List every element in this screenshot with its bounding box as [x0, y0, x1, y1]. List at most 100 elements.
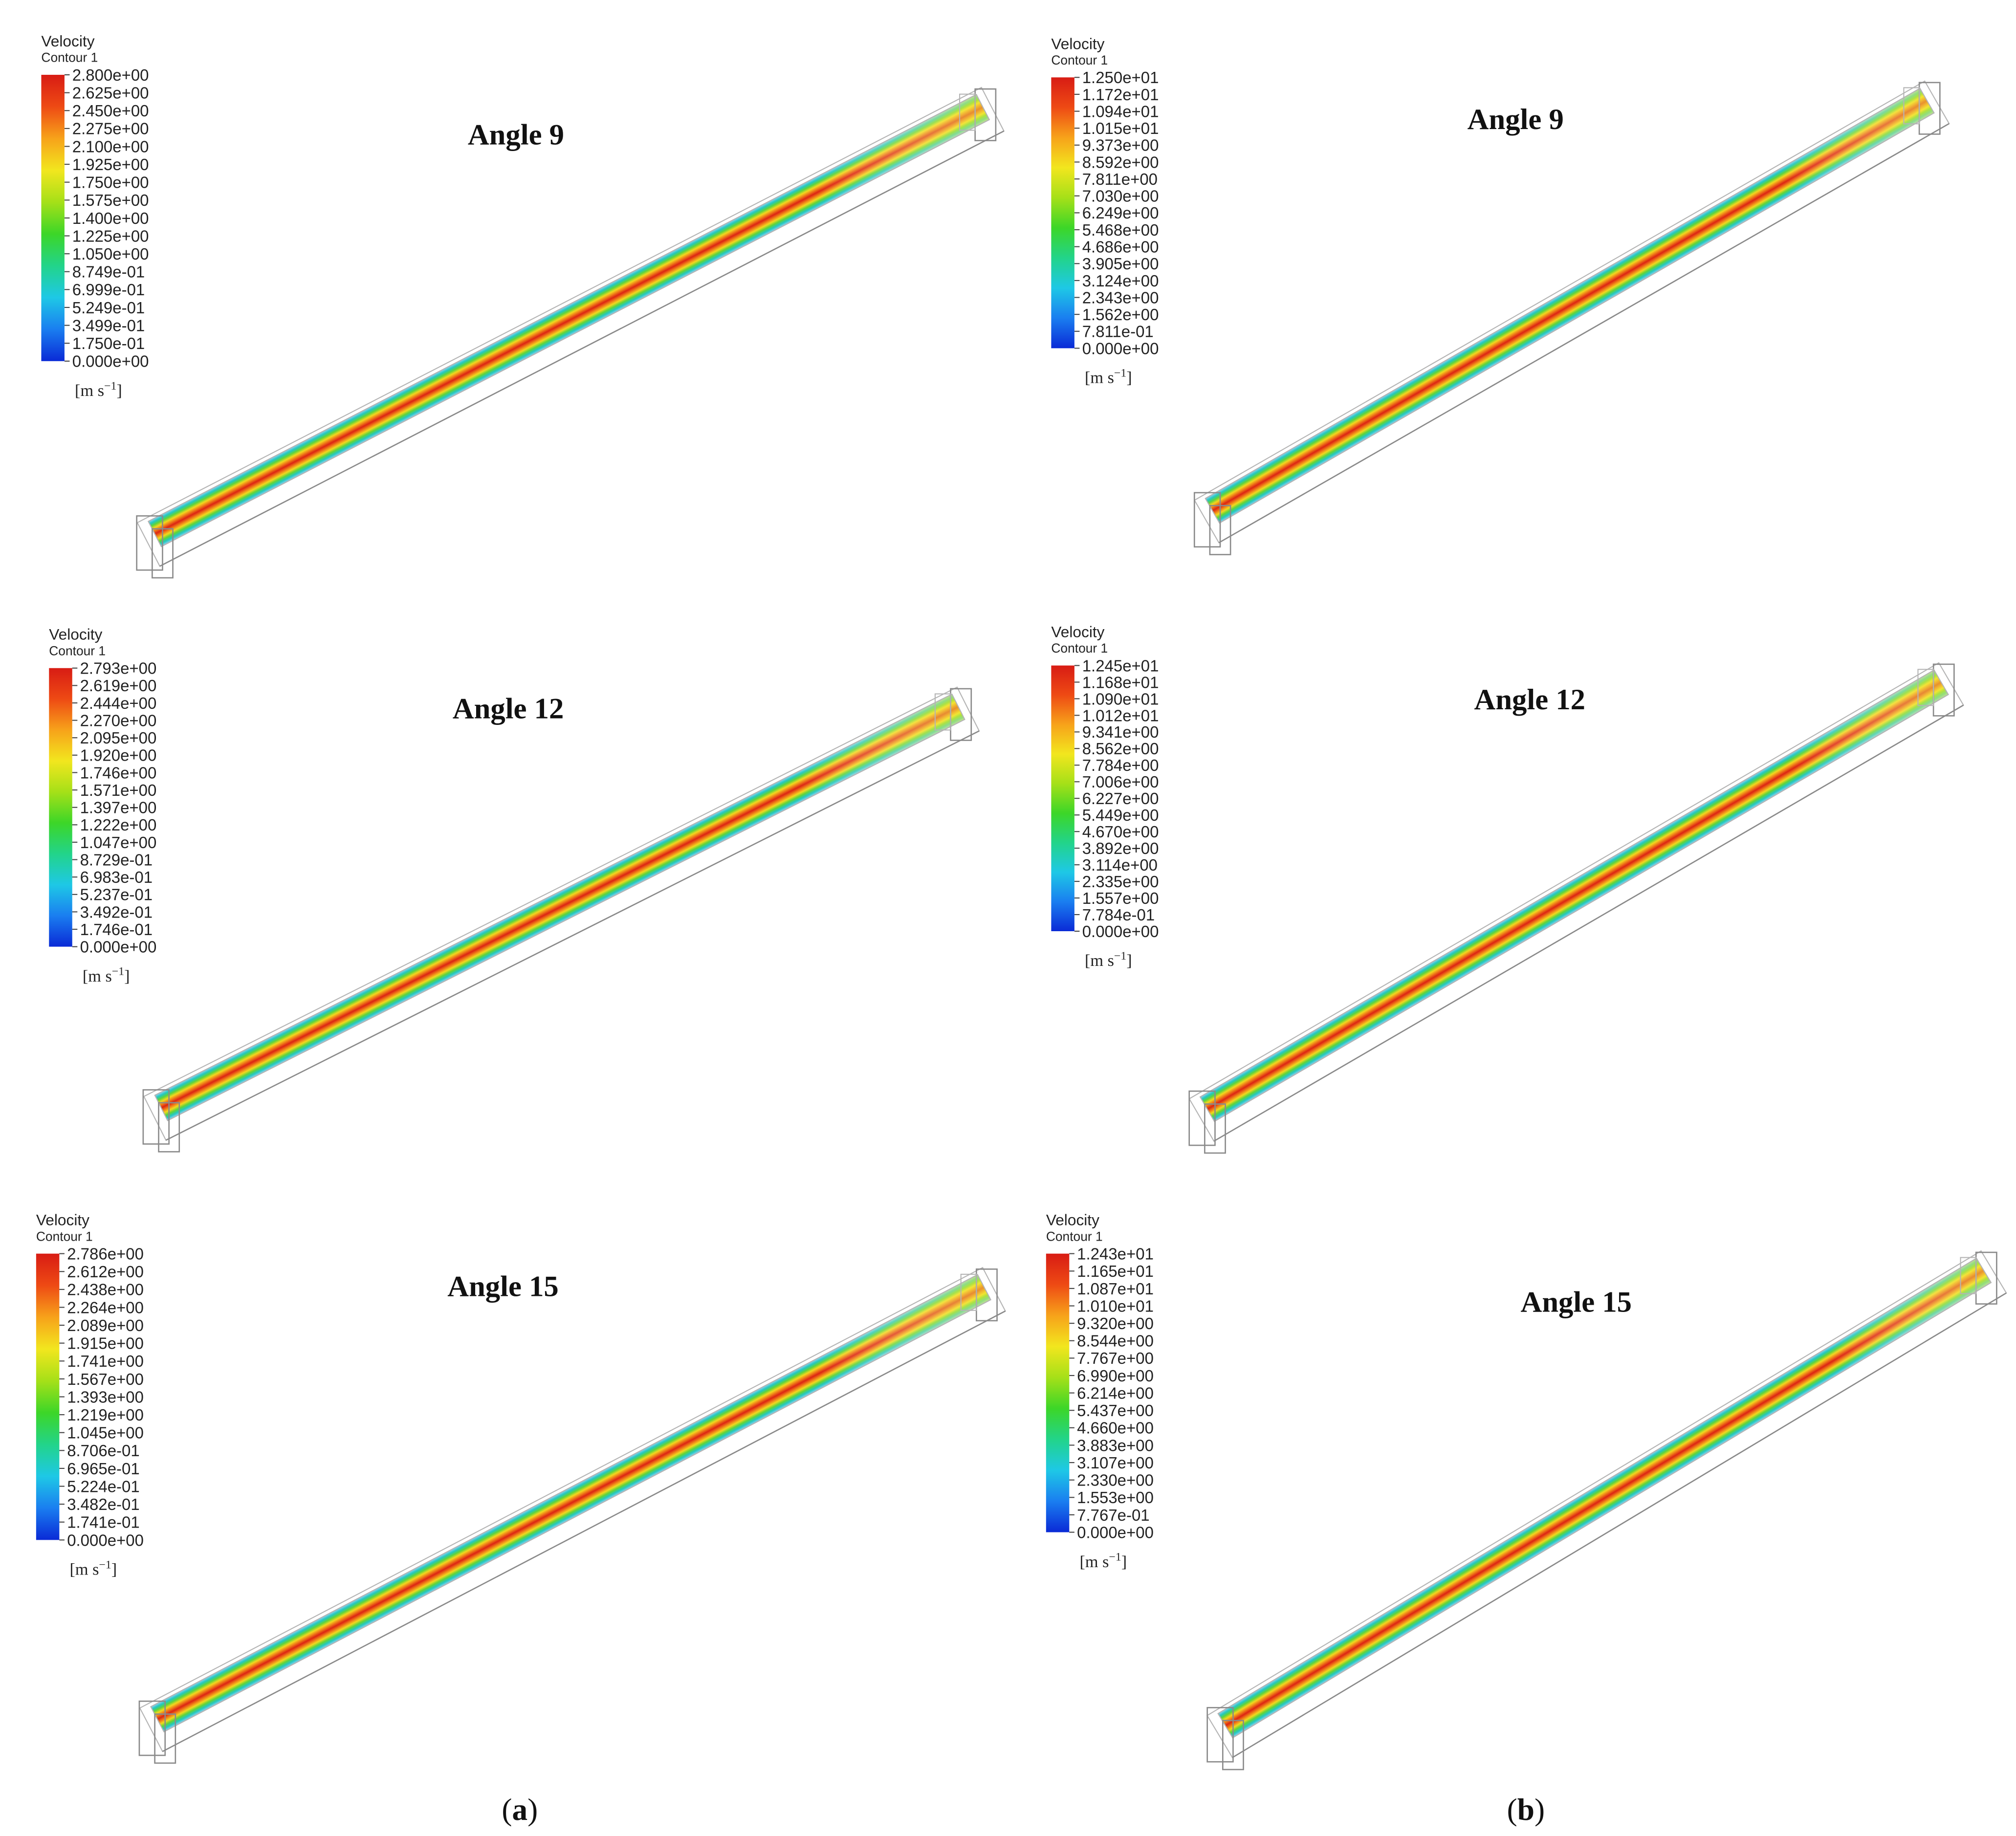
- colorbar-tick-label: 1.746e+00: [80, 764, 157, 782]
- colorbar-tick-label: 4.670e+00: [1082, 823, 1159, 841]
- colorbar-tick-label: 2.095e+00: [80, 729, 157, 747]
- channel-contour: [1206, 1250, 2007, 1758]
- colorbar-tick-label: 6.965e-01: [67, 1460, 140, 1478]
- colorbar: [36, 1253, 60, 1540]
- colorbar-tick-label: 7.811e+00: [1082, 170, 1158, 188]
- colorbar-tick-label: 8.592e+00: [1082, 153, 1159, 171]
- outlet-cap: [1903, 82, 1941, 135]
- colorbar-tick-label: 1.015e+01: [1082, 119, 1159, 137]
- inlet-box: [1206, 1707, 1234, 1763]
- legend-title: Velocity: [1051, 623, 1104, 640]
- colorbar-tick-label: 1.393e+00: [67, 1388, 144, 1406]
- caption-a: (a): [502, 1792, 538, 1827]
- colorbar-tick-label: 3.107e+00: [1077, 1454, 1154, 1472]
- inlet-box-back: [1204, 1103, 1226, 1154]
- duct-edge: [1232, 1292, 2007, 1758]
- caption-a-letter: a: [512, 1792, 527, 1827]
- unit-label: [m s−1]: [1079, 1551, 1127, 1571]
- colorbar-tick-label: 0.000e+00: [72, 352, 149, 371]
- colorbar-tick-label: 5.237e-01: [80, 886, 153, 904]
- angle-title: Angle 15: [1521, 1286, 1632, 1318]
- colorbar-tick-label: 2.100e+00: [72, 137, 149, 155]
- legend-title: Velocity: [1051, 35, 1104, 52]
- velocity-band-outlet: [1205, 88, 1934, 524]
- duct-wireframe-inner: [1199, 669, 1950, 1122]
- colorbar: [1051, 77, 1074, 349]
- colorbar-tick-label: 1.168e+01: [1082, 673, 1159, 691]
- inlet-box: [142, 1089, 170, 1145]
- colorbar-tick-label: 3.883e+00: [1077, 1436, 1154, 1454]
- colorbar-tick-label: 1.010e+01: [1077, 1297, 1154, 1315]
- colorbar-tick-label: 9.341e+00: [1082, 723, 1159, 741]
- colorbar: [1046, 1253, 1070, 1532]
- channel-contour: [139, 1267, 1006, 1752]
- outlet-box-inner: [1960, 1257, 1977, 1294]
- legend-subtitle: Contour 1: [36, 1229, 93, 1244]
- colorbar-tick-label: 6.983e-01: [80, 868, 153, 886]
- channel-contour: [136, 87, 1005, 567]
- angle-title: Angle 15: [447, 1270, 559, 1303]
- colorbar-tick-label: 1.222e+00: [80, 816, 157, 834]
- colorbar-tick-label: 2.270e+00: [80, 711, 157, 729]
- colorbar-tick-label: 0.000e+00: [1082, 339, 1159, 357]
- colorbar-tick-label: 1.915e+00: [67, 1334, 144, 1353]
- angle-title: Angle 9: [468, 119, 564, 152]
- colorbar-tick-label: 2.450e+00: [72, 102, 149, 120]
- colorbar-tick-label: 5.224e-01: [67, 1477, 140, 1495]
- inlet-cap: [136, 515, 174, 579]
- colorbar-tick-label: 9.320e+00: [1077, 1314, 1154, 1333]
- colorbar-tick-label: 2.625e+00: [72, 84, 149, 102]
- inlet-box: [138, 1700, 166, 1756]
- colorbar-tick-label: 1.243e+01: [1077, 1245, 1154, 1263]
- inlet-cap: [1193, 492, 1231, 555]
- outlet-cap: [1917, 663, 1955, 717]
- colorbar-tick-label: 1.400e+00: [72, 209, 149, 227]
- inlet-cap: [1206, 1707, 1244, 1770]
- colorbar-tick-label: 1.050e+00: [72, 245, 149, 263]
- colorbar-tick-label: 1.219e+00: [67, 1406, 144, 1424]
- inlet-box: [136, 515, 163, 571]
- inlet-box: [1188, 1090, 1216, 1146]
- outlet-cap: [959, 88, 997, 141]
- velocity-band-outlet: [1200, 670, 1949, 1122]
- colorbar-tick-label: 1.750e+00: [72, 174, 149, 192]
- colorbar-tick-label: 7.784e-01: [1082, 906, 1155, 924]
- inlet-box-back: [1222, 1720, 1244, 1770]
- duct-wireframe-inner: [1205, 87, 1935, 524]
- colorbar-tick-label: 0.000e+00: [1077, 1523, 1154, 1541]
- duct-wireframe-inner: [154, 693, 965, 1121]
- legend-subtitle: Contour 1: [41, 50, 98, 65]
- colorbar-tick-label: 1.090e+01: [1082, 690, 1159, 708]
- colorbar-tick-label: 1.172e+01: [1082, 86, 1159, 104]
- legend-subtitle: Contour 1: [49, 643, 106, 658]
- outlet-cap: [960, 1268, 998, 1322]
- caption-b-letter: b: [1517, 1792, 1534, 1827]
- unit-label: [m s−1]: [83, 965, 130, 985]
- colorbar-tick-label: 5.449e+00: [1082, 806, 1159, 824]
- duct-edge: [165, 730, 980, 1141]
- colorbar-tick-label: 1.087e+01: [1077, 1280, 1154, 1298]
- colorbar-tick-label: 1.012e+01: [1082, 706, 1159, 724]
- inlet-cap: [142, 1089, 180, 1153]
- colorbar-tick-label: 5.468e+00: [1082, 221, 1159, 239]
- colorbar-tick-label: 0.000e+00: [1082, 922, 1159, 940]
- unit-label: [m s−1]: [1085, 950, 1132, 970]
- colorbar-tick-label: 2.089e+00: [67, 1316, 144, 1334]
- colorbar-tick-label: 1.045e+00: [67, 1424, 144, 1442]
- colorbar-tick-label: 0.000e+00: [80, 938, 157, 956]
- legend-subtitle: Contour 1: [1051, 53, 1108, 67]
- legend-title: Velocity: [49, 626, 102, 643]
- colorbar-tick-label: 6.999e-01: [72, 281, 145, 299]
- colorbar-tick-label: 3.492e-01: [80, 903, 153, 921]
- outlet-box-inner: [1917, 669, 1934, 706]
- colorbar-tick-label: 7.767e+00: [1077, 1349, 1154, 1367]
- colorbar-tick-label: 1.047e+00: [80, 833, 157, 852]
- colorbar-tick-label: 4.686e+00: [1082, 238, 1159, 256]
- colorbar-tick-label: 6.227e+00: [1082, 789, 1159, 808]
